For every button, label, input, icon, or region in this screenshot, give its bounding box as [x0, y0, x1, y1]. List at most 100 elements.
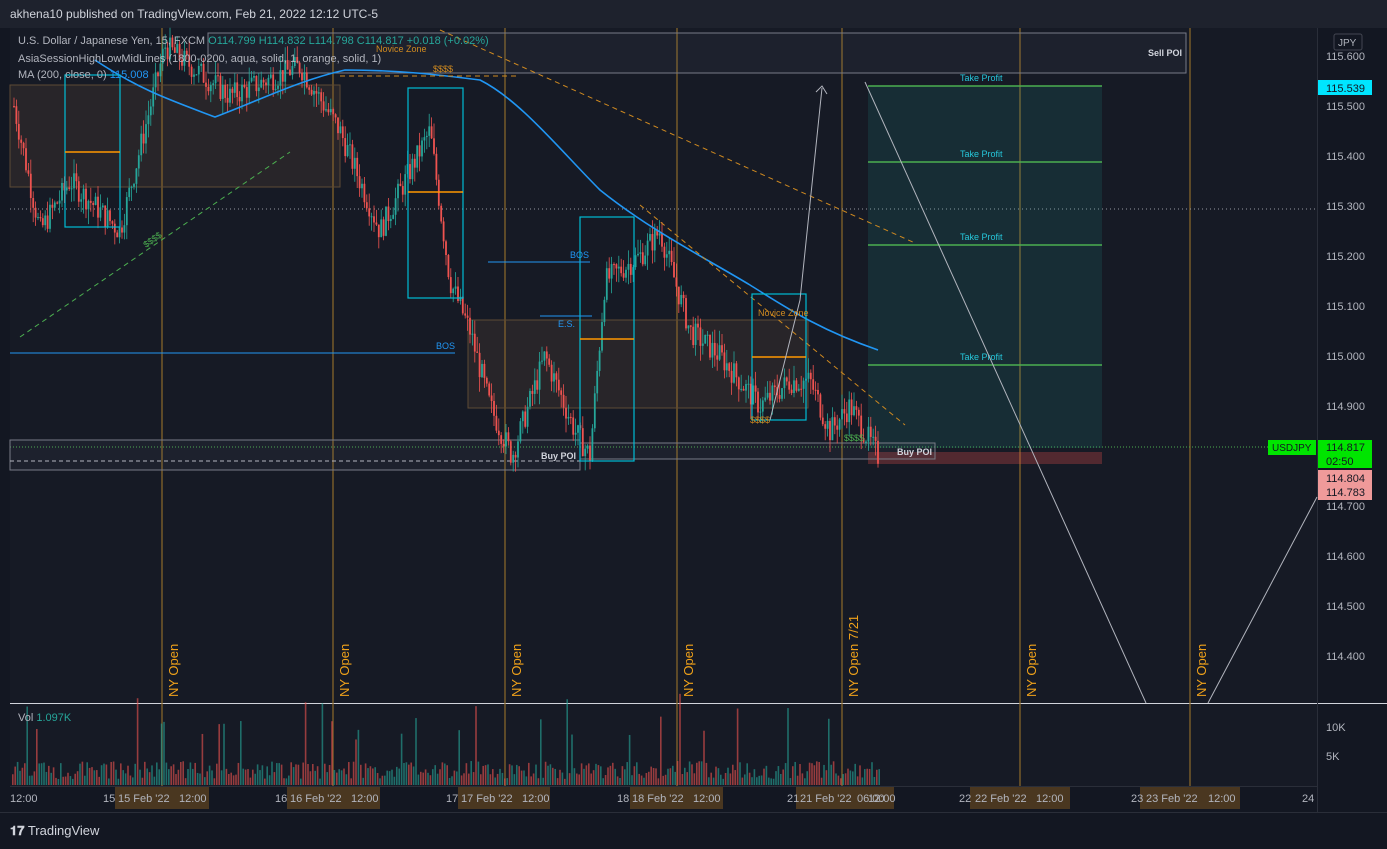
volume-bar[interactable]	[640, 775, 643, 785]
candle-body[interactable]	[82, 188, 85, 200]
volume-bar[interactable]	[681, 774, 684, 785]
candle-body[interactable]	[560, 390, 563, 395]
candle-body[interactable]	[269, 74, 272, 78]
candle-body[interactable]	[32, 198, 35, 208]
volume-bar[interactable]	[544, 761, 547, 785]
candle-body[interactable]	[723, 352, 726, 371]
candle-body[interactable]	[689, 325, 692, 327]
volume-bar[interactable]	[321, 703, 324, 785]
volume-pane[interactable]	[10, 704, 1317, 786]
candle-body[interactable]	[274, 88, 277, 90]
candle-body[interactable]	[125, 197, 128, 226]
volume-bar[interactable]	[576, 773, 578, 785]
candle-body[interactable]	[416, 145, 419, 168]
candle-body[interactable]	[663, 246, 666, 258]
candle-body[interactable]	[437, 179, 440, 206]
candle-body[interactable]	[610, 264, 613, 279]
volume-bar[interactable]	[14, 766, 16, 785]
candle-body[interactable]	[733, 363, 735, 383]
candle-body[interactable]	[572, 417, 575, 435]
volume-bar[interactable]	[110, 761, 112, 785]
volume-bar[interactable]	[756, 777, 758, 785]
volume-bar[interactable]	[264, 778, 266, 785]
candle-body[interactable]	[601, 322, 603, 351]
volume-bar[interactable]	[672, 765, 674, 785]
volume-bar[interactable]	[225, 768, 228, 785]
volume-bar[interactable]	[573, 768, 576, 785]
volume-bar[interactable]	[628, 734, 631, 785]
candle-body[interactable]	[193, 74, 195, 77]
candle-body[interactable]	[656, 229, 659, 236]
volume-bar[interactable]	[475, 706, 477, 785]
candle-body[interactable]	[831, 417, 834, 441]
volume-bar[interactable]	[643, 777, 645, 785]
candle-body[interactable]	[795, 380, 798, 391]
volume-bar[interactable]	[163, 721, 165, 785]
asia-session-box[interactable]	[64, 74, 121, 228]
volume-bar[interactable]	[415, 718, 417, 785]
candle-body[interactable]	[164, 47, 167, 49]
volume-bar[interactable]	[340, 770, 343, 785]
candle-body[interactable]	[190, 66, 193, 77]
candle-body[interactable]	[711, 342, 714, 358]
volume-bar[interactable]	[115, 769, 117, 785]
candle-body[interactable]	[435, 153, 438, 180]
volume-bar[interactable]	[818, 762, 820, 785]
candle-body[interactable]	[615, 264, 618, 269]
candle-body[interactable]	[377, 224, 380, 238]
volume-bar[interactable]	[472, 772, 475, 785]
candle-body[interactable]	[440, 205, 443, 222]
candle-body[interactable]	[718, 345, 721, 360]
volume-bar[interactable]	[708, 777, 710, 785]
volume-bar[interactable]	[357, 729, 360, 785]
candle-body[interactable]	[593, 393, 596, 429]
volume-bar[interactable]	[700, 761, 703, 785]
volume-bar[interactable]	[775, 771, 777, 785]
candle-body[interactable]	[375, 222, 378, 225]
candle-body[interactable]	[680, 294, 683, 305]
candle-body[interactable]	[620, 266, 623, 274]
volume-bar[interactable]	[364, 763, 367, 785]
candle-body[interactable]	[130, 186, 133, 188]
volume-bar[interactable]	[436, 773, 439, 785]
volume-bar[interactable]	[835, 773, 837, 785]
candle-body[interactable]	[829, 420, 831, 441]
volume-bar[interactable]	[787, 708, 789, 785]
projection-arrowhead[interactable]	[815, 85, 828, 95]
volume-bar[interactable]	[616, 776, 619, 785]
volume-bar[interactable]	[600, 766, 602, 785]
candle-body[interactable]	[255, 76, 258, 92]
volume-bar[interactable]	[679, 693, 681, 785]
candle-body[interactable]	[205, 82, 207, 87]
candle-body[interactable]	[433, 138, 435, 154]
volume-bar[interactable]	[741, 777, 744, 785]
candle-body[interactable]	[817, 389, 819, 395]
volume-bar[interactable]	[691, 764, 693, 785]
candle-body[interactable]	[701, 343, 704, 346]
candle-body[interactable]	[627, 263, 630, 270]
volume-bar[interactable]	[144, 761, 146, 785]
volume-bar[interactable]	[60, 763, 62, 785]
candle-body[interactable]	[824, 424, 827, 429]
volume-bar[interactable]	[854, 763, 856, 785]
volume-bar[interactable]	[748, 772, 751, 785]
volume-bar[interactable]	[424, 769, 427, 785]
candle-body[interactable]	[644, 255, 647, 265]
volume-bar[interactable]	[96, 770, 98, 785]
candle-body[interactable]	[668, 250, 671, 255]
candle-body[interactable]	[591, 428, 594, 462]
volume-bar[interactable]	[518, 766, 520, 785]
candle-body[interactable]	[111, 221, 114, 224]
candle-body[interactable]	[337, 117, 339, 134]
candle-body[interactable]	[745, 384, 747, 391]
candle-body[interactable]	[291, 65, 294, 76]
candle-body[interactable]	[793, 380, 795, 394]
candle-body[interactable]	[229, 88, 231, 103]
volume-bar[interactable]	[403, 762, 405, 785]
volume-bar[interactable]	[242, 768, 244, 785]
volume-bar[interactable]	[844, 773, 847, 785]
candle-body[interactable]	[757, 391, 759, 413]
volume-bar[interactable]	[696, 762, 698, 785]
volume-bar[interactable]	[98, 776, 100, 785]
candle-body[interactable]	[553, 373, 555, 382]
